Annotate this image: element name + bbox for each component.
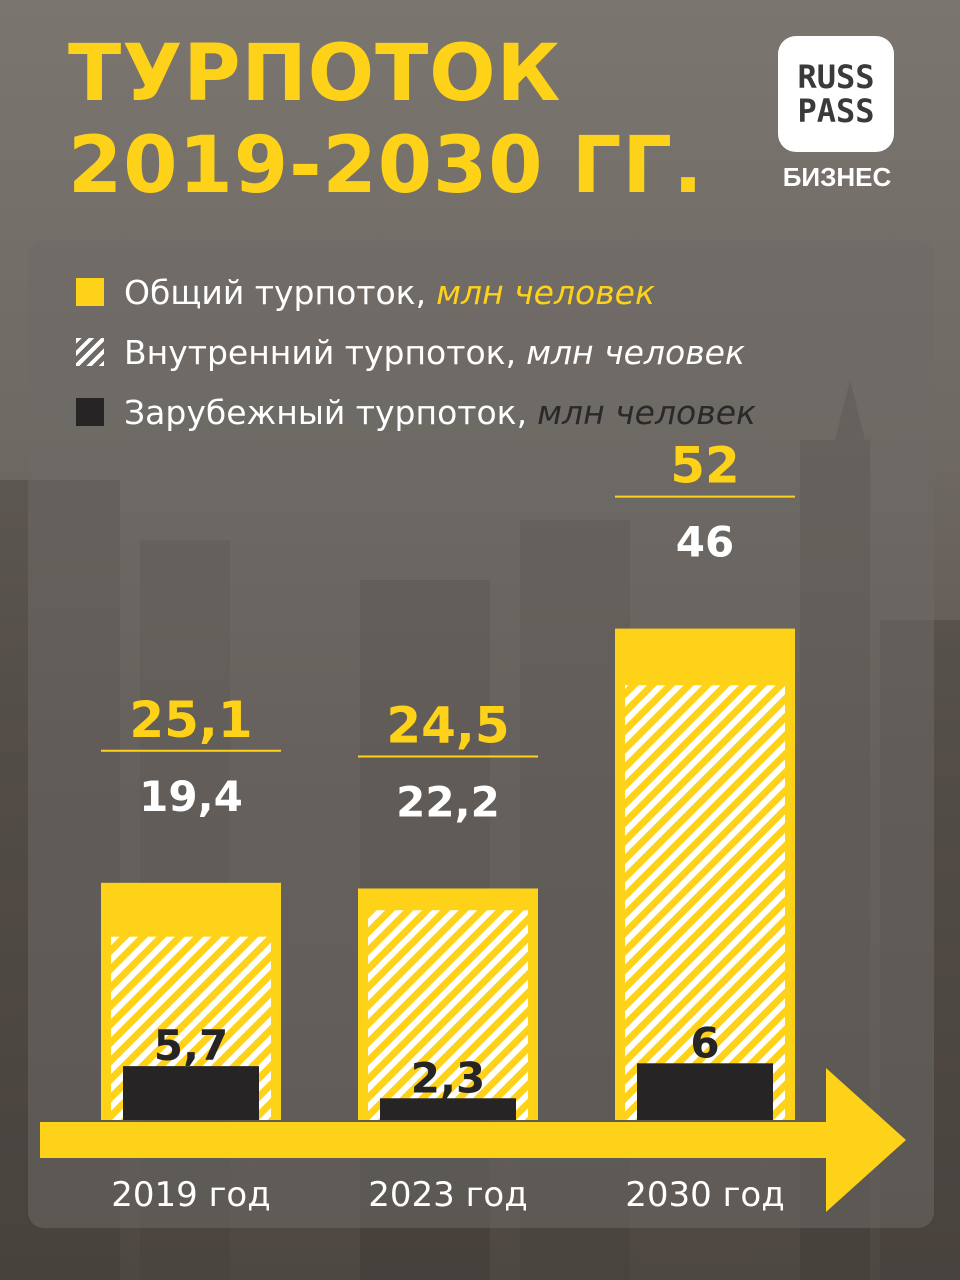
bar-foreign xyxy=(637,1063,773,1120)
legend-swatch-total xyxy=(76,278,104,306)
legend-label-foreign: Зарубежный турпоток, xyxy=(124,392,528,432)
timeline-arrow xyxy=(40,1068,906,1212)
legend-label-total: Общий турпоток, xyxy=(124,272,427,312)
page-title: ТУРПОТОК 2019-2030 ГГ. xyxy=(68,28,704,212)
legend-unit-total: млн человек xyxy=(436,272,655,312)
logo-text-pass: PASS xyxy=(797,92,875,130)
bar-foreign xyxy=(380,1098,516,1120)
bar-foreign xyxy=(123,1066,259,1120)
russpass-logo: RUSS PASS БИЗНЕС xyxy=(778,36,896,193)
label-foreign-value: 2,3 xyxy=(411,1053,485,1102)
title-line-2: 2019-2030 ГГ. xyxy=(68,121,704,211)
label-foreign-value: 6 xyxy=(690,1018,719,1067)
legend-label-domestic: Внутренний турпоток, xyxy=(124,332,517,372)
label-total-value: 24,5 xyxy=(386,696,509,754)
logo-text-russ: RUSS xyxy=(797,58,875,96)
x-axis-label: 2019 год xyxy=(111,1175,271,1215)
logo-subtitle: БИЗНЕС xyxy=(782,162,892,192)
x-axis-label: 2023 год xyxy=(368,1175,528,1215)
legend-swatch-foreign xyxy=(76,398,104,426)
legend-unit-foreign: млн человек xyxy=(537,392,756,432)
legend-swatch-domestic xyxy=(76,338,104,366)
legend-item-total: Общий турпоток, млн человек xyxy=(76,262,756,322)
label-total-value: 25,1 xyxy=(129,691,252,749)
legend-item-foreign: Зарубежный турпоток, млн человек xyxy=(76,382,756,442)
label-domestic-value: 19,4 xyxy=(139,772,243,821)
bar-domestic xyxy=(625,685,785,1120)
label-domestic-value: 46 xyxy=(676,518,734,567)
x-axis-label: 2030 год xyxy=(625,1175,785,1215)
legend-unit-domestic: млн человек xyxy=(526,332,745,372)
bar-domestic xyxy=(368,910,528,1120)
label-domestic-value: 22,2 xyxy=(396,777,500,826)
logo-badge: RUSS PASS xyxy=(778,36,894,152)
label-foreign-value: 5,7 xyxy=(154,1021,228,1070)
label-total-value: 52 xyxy=(670,437,740,495)
title-line-1: ТУРПОТОК xyxy=(68,29,562,119)
chart-legend: Общий турпоток, млн человек Внутренний т… xyxy=(76,262,756,442)
legend-item-domestic: Внутренний турпоток, млн человек xyxy=(76,322,756,382)
